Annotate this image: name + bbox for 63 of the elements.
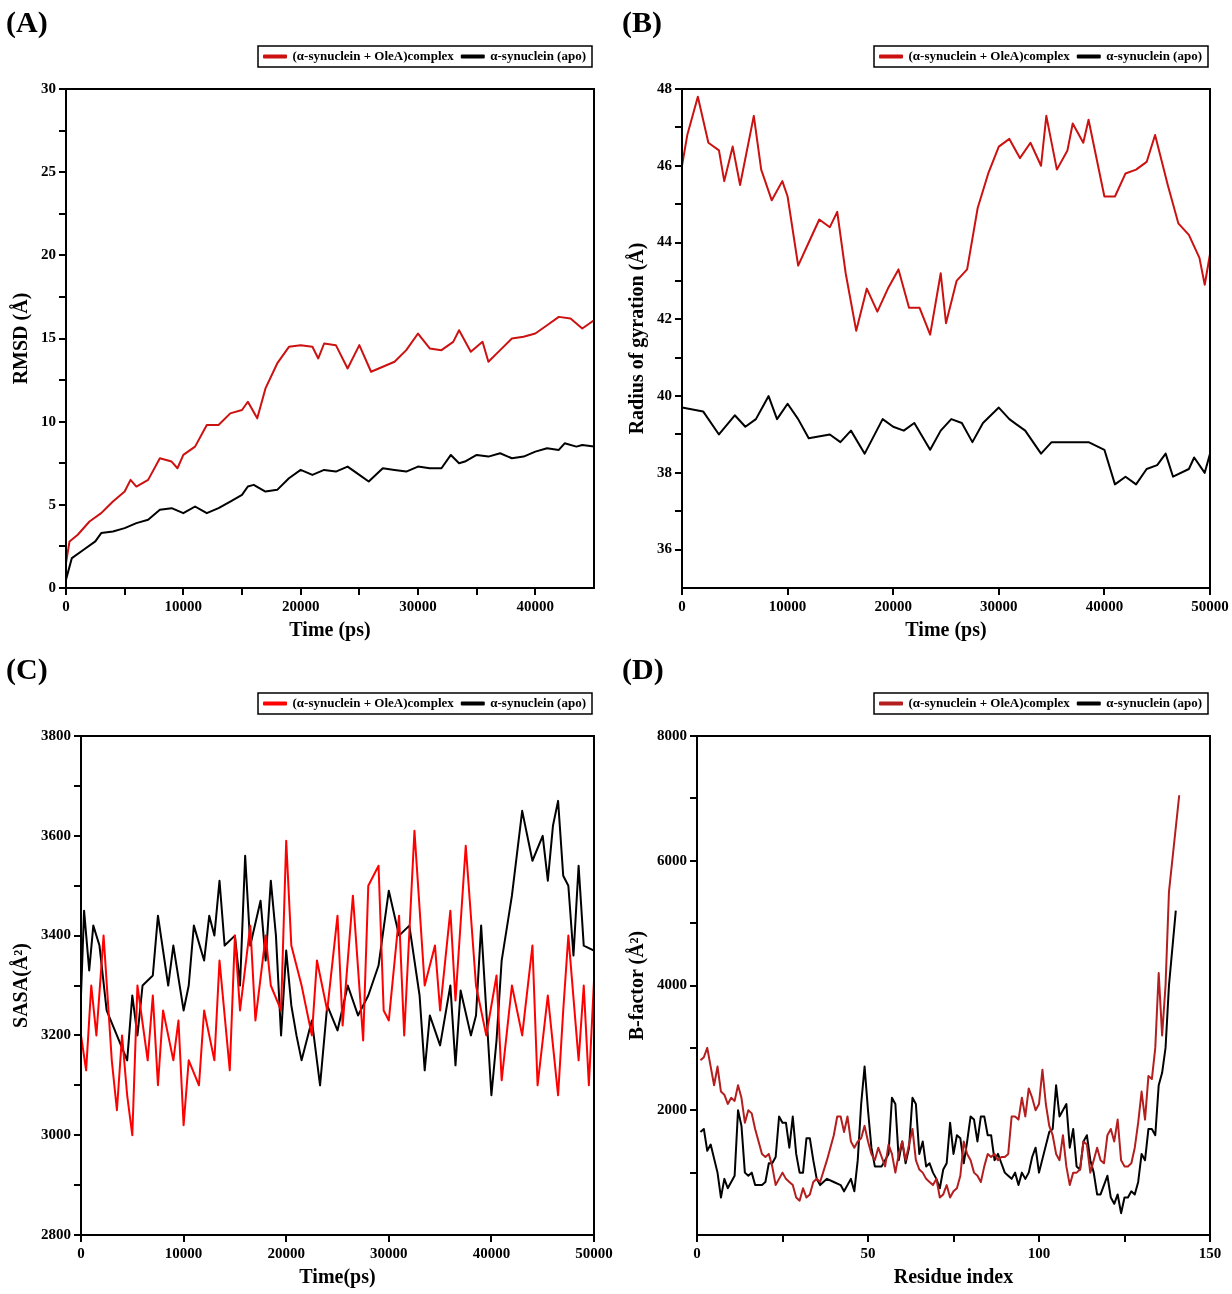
y-tick-label: 3800 [41,726,71,743]
y-tick-label: 44 [657,233,673,250]
y-axis-title: Radius of gyration (Å) [625,242,649,435]
y-tick-label: 6000 [657,851,687,868]
y-tick-label: 46 [657,156,673,173]
legend-label: α-synuclein (apo) [490,694,587,710]
x-tick-label: 50000 [1191,597,1229,614]
y-tick-label: 10 [41,412,56,429]
x-tick-label: 30000 [980,597,1018,614]
x-tick-label: 30000 [370,1244,408,1261]
y-tick-label: 2800 [41,1225,71,1242]
y-tick-label: 4000 [657,976,687,993]
x-tick-label: 40000 [516,597,555,614]
y-tick-label: 3200 [41,1026,71,1043]
y-tick-label: 5 [48,495,56,512]
x-tick-label: 30000 [399,597,437,614]
x-axis-title: Time (ps) [905,618,987,642]
y-tick-label: 38 [657,463,672,480]
x-tick-label: 150 [1198,1244,1222,1261]
legend-label: α-synuclein (apo) [1106,47,1203,63]
y-tick-label: 25 [41,163,56,180]
x-tick-label: 50000 [575,1244,613,1261]
y-tick-label: 3400 [41,926,71,943]
x-tick-label: 10000 [164,1244,203,1261]
legend-label: (α-synuclein + OleA)complex [292,694,455,710]
legend-label: α-synuclein (apo) [490,47,587,63]
y-axis-title: B-factor (Å²) [625,930,649,1041]
y-tick-label: 15 [41,329,56,346]
x-tick-label: 100 [1027,1244,1051,1261]
y-tick-label: 0 [48,578,56,595]
legend-label: (α-synuclein + OleA)complex [908,694,1071,710]
y-tick-label: 36 [657,540,673,557]
x-tick-label: 50 [860,1244,876,1261]
x-tick-label: 0 [693,1244,701,1261]
x-tick-label: 20000 [874,597,912,614]
y-tick-label: 42 [657,310,672,327]
y-tick-label: 48 [657,79,672,96]
y-tick-label: 3600 [41,826,71,843]
y-tick-label: 20 [41,246,56,263]
x-tick-label: 10000 [164,597,203,614]
legend-label: (α-synuclein + OleA)complex [908,47,1071,63]
chart-title: (C) [6,651,48,686]
x-tick-label: 10000 [768,597,807,614]
x-axis-title: Time (ps) [289,618,371,642]
legend-label: α-synuclein (apo) [1106,694,1203,710]
x-tick-label: 0 [77,1244,85,1261]
y-axis-title: SASA(Å²) [9,943,33,1028]
x-tick-label: 20000 [267,1244,305,1261]
y-tick-label: 2000 [657,1101,687,1118]
x-tick-label: 20000 [281,597,320,614]
x-axis-title: Time(ps) [299,1265,376,1289]
y-tick-label: 3000 [41,1126,71,1143]
chart-title: (D) [622,651,664,686]
y-tick-label: 40 [657,386,672,403]
x-tick-label: 40000 [472,1244,511,1261]
chart-title: (B) [622,4,662,39]
y-tick-label: 8000 [657,726,687,743]
chart-title: (A) [6,4,48,39]
y-axis-title: RMSD (Å) [9,292,33,385]
legend-label: (α-synuclein + OleA)complex [292,47,455,63]
x-axis-title: Residue index [893,1265,1014,1288]
y-tick-label: 30 [41,79,56,96]
x-tick-label: 40000 [1085,597,1124,614]
